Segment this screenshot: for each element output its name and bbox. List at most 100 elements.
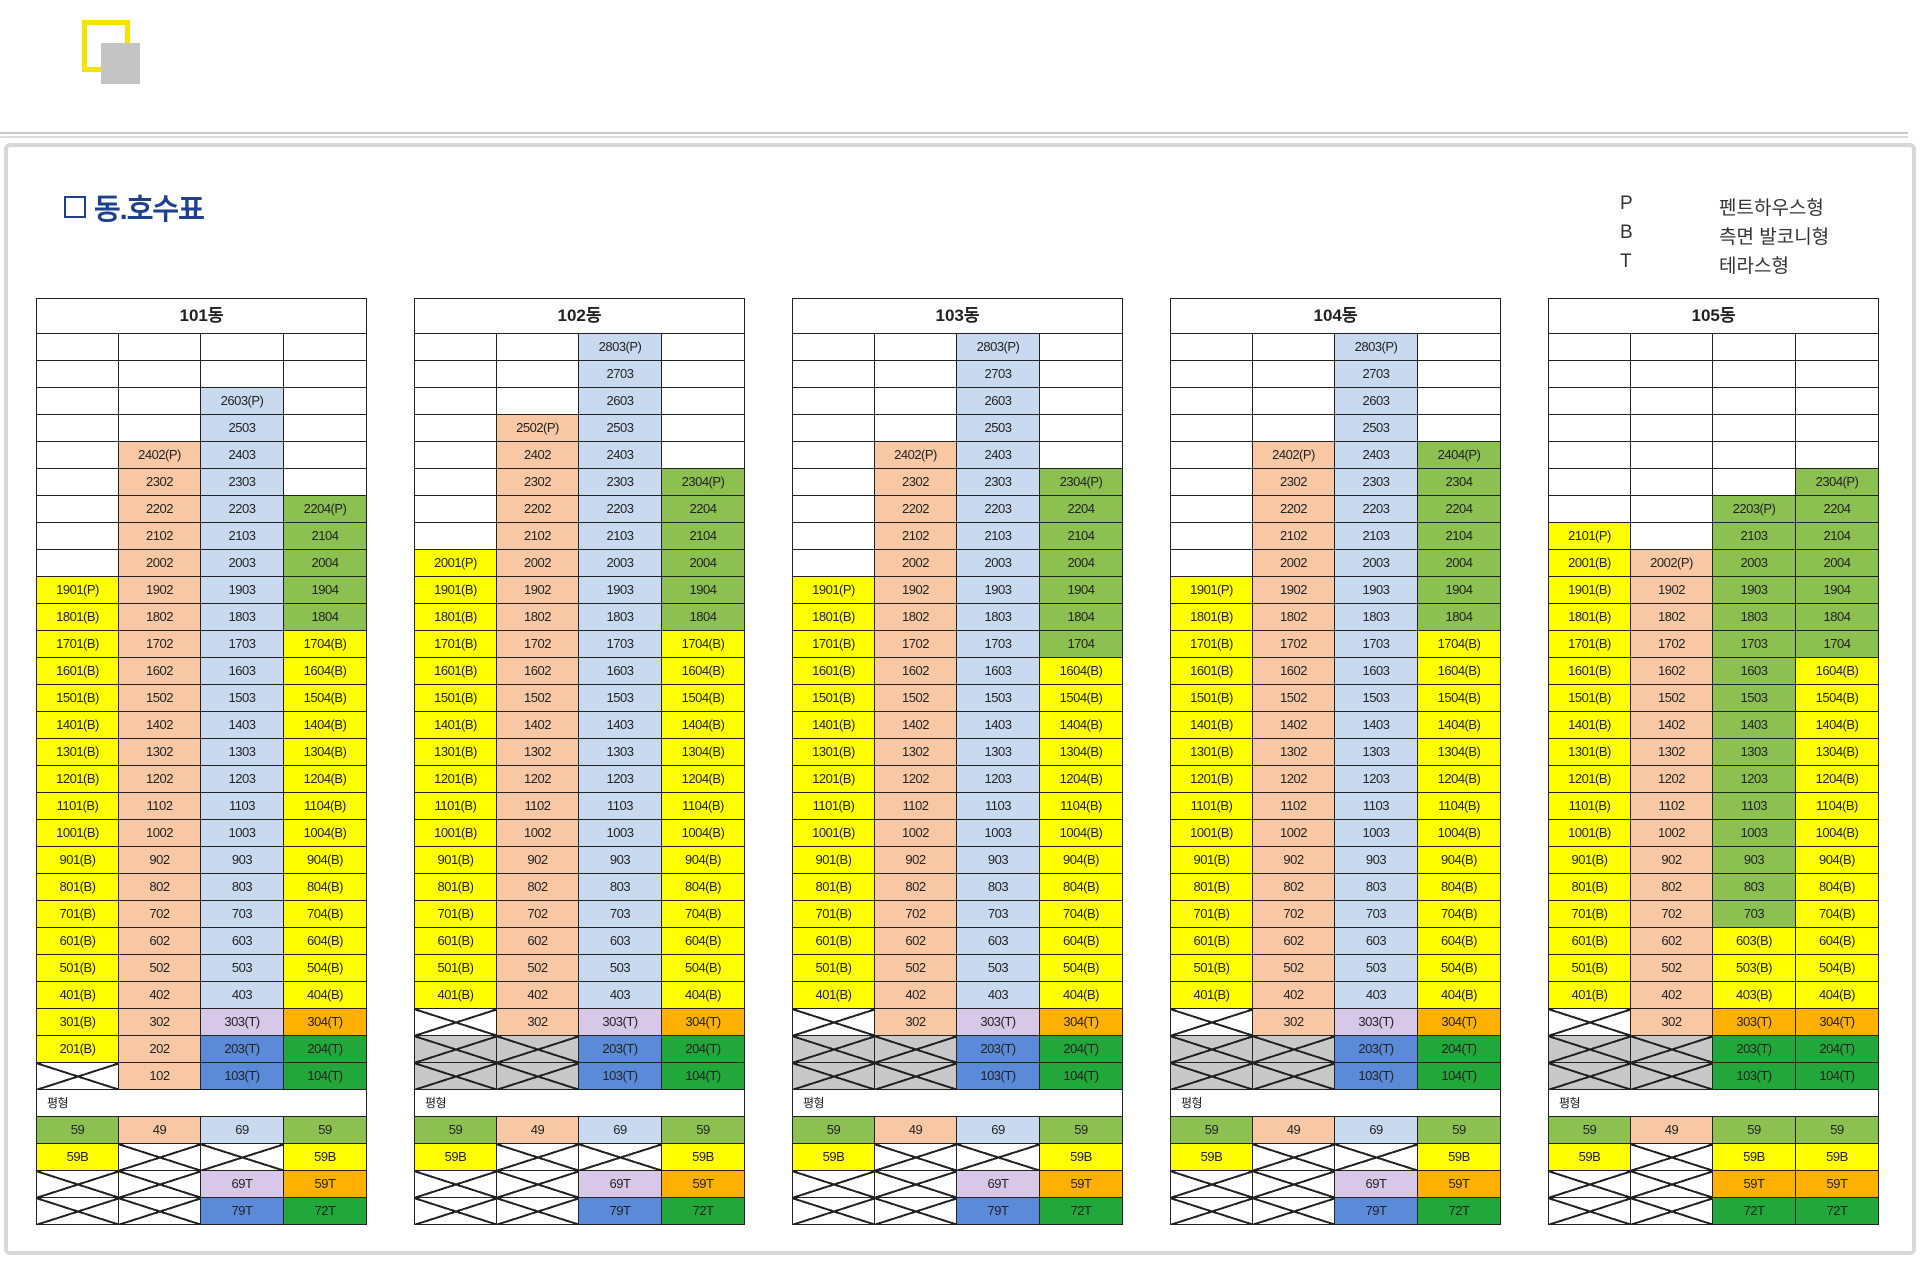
empty-cell — [414, 1035, 497, 1063]
empty-cell — [792, 1197, 875, 1225]
floor-row: 601(B) 602 603(B) 604(B) — [1548, 927, 1879, 955]
empty-cell — [1548, 1035, 1631, 1063]
empty-cell — [1170, 360, 1253, 388]
unit-cell: 1504(B) — [1795, 684, 1879, 712]
unit-cell: 72T — [1795, 1197, 1879, 1225]
unit-cell: 604(B) — [661, 927, 745, 955]
unit-cell: 2303 — [578, 468, 662, 496]
unit-cell: 303(T) — [578, 1008, 662, 1036]
unit-cell: 103(T) — [200, 1062, 284, 1090]
page-title: 동.호수표 — [64, 186, 205, 228]
unit-cell: 1103 — [200, 792, 284, 820]
empty-cell — [414, 441, 497, 469]
floor-row: 2102 2103 2104 — [36, 522, 367, 550]
floor-row: 1501(B) 1502 1503 1504(B) — [792, 684, 1123, 712]
unit-cell: 1403 — [200, 711, 284, 739]
unit-cell: 59 — [1712, 1116, 1796, 1144]
empty-cell — [283, 414, 367, 442]
unit-cell: 59 — [1170, 1116, 1253, 1144]
unit-cell: 1104(B) — [1795, 792, 1879, 820]
unit-cell: 59T — [661, 1170, 745, 1198]
unit-cell: 2204 — [1039, 495, 1123, 523]
empty-cell — [414, 1197, 497, 1225]
empty-cell — [874, 387, 957, 415]
unit-cell: 72T — [283, 1197, 367, 1225]
empty-cell — [1548, 333, 1631, 361]
building-table: 104동 2803(P) 2703 2603 2503 2402(P) 2403 2404(P… — [1170, 298, 1501, 1225]
floor-row: 2203(P) 2204 — [1548, 495, 1879, 523]
unit-cell: 1903 — [200, 576, 284, 604]
unit-cell: 1804 — [1795, 603, 1879, 631]
building-name: 101동 — [36, 298, 367, 334]
page-title-text: 동.호수표 — [94, 194, 205, 226]
unit-cell: 59T — [1039, 1170, 1123, 1198]
unit-cell: 1804 — [1417, 603, 1501, 631]
unit-cell: 1904 — [1039, 576, 1123, 604]
unit-cell: 2004 — [1417, 549, 1501, 577]
floor-row — [1548, 360, 1879, 388]
empty-cell — [118, 1143, 201, 1171]
unit-cell: 803 — [956, 873, 1040, 901]
floor-row: 1601(B) 1602 1603 1604(B) — [1170, 657, 1501, 685]
unit-cell: 503(B) — [1712, 954, 1796, 982]
unit-cell: 104(T) — [1417, 1062, 1501, 1090]
floor-row: 2002 2003 2004 — [1170, 549, 1501, 577]
unit-cell: 2003 — [956, 549, 1040, 577]
unit-cell: 79T — [200, 1197, 284, 1225]
unit-cell: 1301(B) — [1170, 738, 1253, 766]
unit-cell: 59B — [1795, 1143, 1879, 1171]
size-row: 69T 59T — [414, 1170, 745, 1198]
unit-cell: 1402 — [496, 711, 579, 739]
floor-row: 2102 2103 2104 — [792, 522, 1123, 550]
unit-cell: 2203 — [578, 495, 662, 523]
unit-cell: 2402(P) — [1252, 441, 1335, 469]
unit-cell: 59 — [1039, 1116, 1123, 1144]
floor-row: 102 103(T) 104(T) — [36, 1062, 367, 1090]
empty-cell — [283, 441, 367, 469]
unit-cell: 2603 — [578, 387, 662, 415]
unit-cell: 2003 — [578, 549, 662, 577]
floor-row: 1401(B) 1402 1403 1404(B) — [1170, 711, 1501, 739]
floor-row: 401(B) 402 403 404(B) — [792, 981, 1123, 1009]
size-row: 59 49 69 59 — [36, 1116, 367, 1144]
unit-cell: 701(B) — [1548, 900, 1631, 928]
unit-cell: 1101(B) — [1548, 792, 1631, 820]
empty-cell — [414, 333, 497, 361]
empty-cell — [496, 1170, 579, 1198]
unit-cell: 1502 — [1252, 684, 1335, 712]
unit-cell: 303(T) — [956, 1008, 1040, 1036]
empty-cell — [1630, 360, 1713, 388]
unit-cell: 503 — [1334, 954, 1418, 982]
empty-cell — [1039, 333, 1123, 361]
unit-cell: 1503 — [1334, 684, 1418, 712]
unit-cell: 602 — [118, 927, 201, 955]
unit-cell: 1704 — [1795, 630, 1879, 658]
unit-cell: 69 — [200, 1116, 284, 1144]
unit-cell: 2703 — [578, 360, 662, 388]
empty-cell — [1630, 1143, 1713, 1171]
unit-cell: 803 — [1712, 873, 1796, 901]
unit-cell: 1504(B) — [1039, 684, 1123, 712]
unit-cell: 702 — [874, 900, 957, 928]
unit-cell: 1202 — [874, 765, 957, 793]
unit-cell: 1804 — [661, 603, 745, 631]
unit-cell: 1001(B) — [414, 819, 497, 847]
floor-row: 901(B) 902 903 904(B) — [792, 846, 1123, 874]
empty-cell — [36, 1062, 119, 1090]
empty-cell — [792, 441, 875, 469]
floor-row: 1301(B) 1302 1303 1304(B) — [792, 738, 1123, 766]
unit-cell: 1303 — [1712, 738, 1796, 766]
empty-cell — [414, 387, 497, 415]
unit-cell: 701(B) — [1170, 900, 1253, 928]
unit-cell: 1603 — [200, 657, 284, 685]
size-label: 평형 — [1548, 1089, 1879, 1117]
floor-row: 601(B) 602 603 604(B) — [792, 927, 1123, 955]
empty-cell — [1712, 360, 1796, 388]
unit-cell: 1702 — [496, 630, 579, 658]
size-row: 79T 72T — [36, 1197, 367, 1225]
unit-cell: 701(B) — [792, 900, 875, 928]
unit-cell: 1301(B) — [36, 738, 119, 766]
empty-cell — [1548, 495, 1631, 523]
floor-row: 1801(B) 1802 1803 1804 — [1548, 603, 1879, 631]
floor-row — [1548, 387, 1879, 415]
